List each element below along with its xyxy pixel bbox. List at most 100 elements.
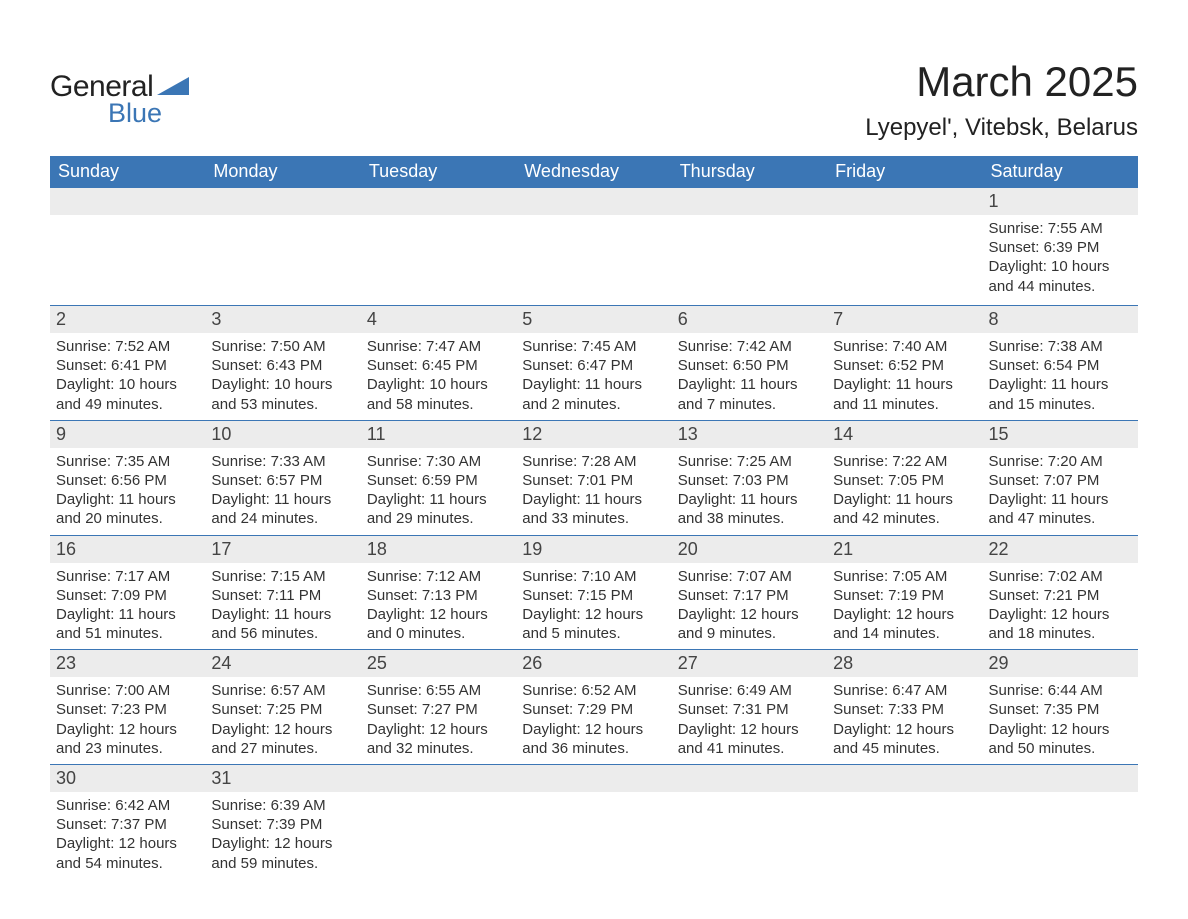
sunrise-text: Sunrise: 7:42 AM [678, 337, 821, 356]
daylight-text-2: and 29 minutes. [367, 509, 510, 528]
sunset-text: Sunset: 7:23 PM [56, 700, 199, 719]
day-number [983, 765, 1138, 792]
day-data: Sunrise: 7:00 AMSunset: 7:23 PMDaylight:… [50, 677, 205, 764]
calendar-day-cell [983, 765, 1138, 879]
calendar-week-row: 9Sunrise: 7:35 AMSunset: 6:56 PMDaylight… [50, 420, 1138, 535]
calendar-day-cell [672, 765, 827, 879]
sunset-text: Sunset: 6:57 PM [211, 471, 354, 490]
calendar-day-cell [50, 188, 205, 306]
calendar-day-cell [361, 188, 516, 306]
sunset-text: Sunset: 6:45 PM [367, 356, 510, 375]
day-data: Sunrise: 7:55 AMSunset: 6:39 PMDaylight:… [983, 215, 1138, 302]
calendar-day-cell: 23Sunrise: 7:00 AMSunset: 7:23 PMDayligh… [50, 650, 205, 765]
calendar-day-cell: 20Sunrise: 7:07 AMSunset: 7:17 PMDayligh… [672, 535, 827, 650]
sunrise-text: Sunrise: 7:20 AM [989, 452, 1132, 471]
sunset-text: Sunset: 7:07 PM [989, 471, 1132, 490]
day-number: 30 [50, 765, 205, 792]
calendar-day-cell: 5Sunrise: 7:45 AMSunset: 6:47 PMDaylight… [516, 306, 671, 421]
daylight-text-2: and 50 minutes. [989, 739, 1132, 758]
daylight-text-2: and 36 minutes. [522, 739, 665, 758]
daylight-text-1: Daylight: 12 hours [678, 605, 821, 624]
day-data [516, 215, 671, 305]
daylight-text-2: and 32 minutes. [367, 739, 510, 758]
day-number: 22 [983, 536, 1138, 563]
daylight-text-2: and 49 minutes. [56, 395, 199, 414]
sunrise-text: Sunrise: 7:12 AM [367, 567, 510, 586]
sunset-text: Sunset: 6:52 PM [833, 356, 976, 375]
sunrise-text: Sunrise: 7:25 AM [678, 452, 821, 471]
day-data: Sunrise: 6:55 AMSunset: 7:27 PMDaylight:… [361, 677, 516, 764]
daylight-text-2: and 33 minutes. [522, 509, 665, 528]
day-data: Sunrise: 7:22 AMSunset: 7:05 PMDaylight:… [827, 448, 982, 535]
location-subtitle: Lyepyel', Vitebsk, Belarus [865, 114, 1138, 142]
daylight-text-1: Daylight: 12 hours [522, 605, 665, 624]
day-number [516, 188, 671, 215]
day-number: 1 [983, 188, 1138, 215]
daylight-text-1: Daylight: 12 hours [833, 720, 976, 739]
day-data: Sunrise: 6:57 AMSunset: 7:25 PMDaylight:… [205, 677, 360, 764]
sunrise-text: Sunrise: 7:28 AM [522, 452, 665, 471]
day-number: 27 [672, 650, 827, 677]
sunrise-text: Sunrise: 7:10 AM [522, 567, 665, 586]
calendar-day-cell: 21Sunrise: 7:05 AMSunset: 7:19 PMDayligh… [827, 535, 982, 650]
day-header: Monday [205, 156, 360, 188]
daylight-text-1: Daylight: 12 hours [56, 834, 199, 853]
day-data: Sunrise: 7:30 AMSunset: 6:59 PMDaylight:… [361, 448, 516, 535]
sunrise-text: Sunrise: 7:52 AM [56, 337, 199, 356]
calendar-day-cell: 29Sunrise: 6:44 AMSunset: 7:35 PMDayligh… [983, 650, 1138, 765]
daylight-text-1: Daylight: 11 hours [367, 490, 510, 509]
daylight-text-1: Daylight: 11 hours [833, 490, 976, 509]
calendar-day-cell [205, 188, 360, 306]
sunset-text: Sunset: 7:35 PM [989, 700, 1132, 719]
sunset-text: Sunset: 6:50 PM [678, 356, 821, 375]
sunset-text: Sunset: 7:29 PM [522, 700, 665, 719]
daylight-text-1: Daylight: 10 hours [989, 257, 1132, 276]
daylight-text-2: and 0 minutes. [367, 624, 510, 643]
daylight-text-1: Daylight: 11 hours [522, 375, 665, 394]
day-number: 29 [983, 650, 1138, 677]
day-number: 23 [50, 650, 205, 677]
day-data: Sunrise: 6:49 AMSunset: 7:31 PMDaylight:… [672, 677, 827, 764]
day-number: 3 [205, 306, 360, 333]
day-header: Wednesday [516, 156, 671, 188]
day-number: 15 [983, 421, 1138, 448]
calendar-day-cell: 19Sunrise: 7:10 AMSunset: 7:15 PMDayligh… [516, 535, 671, 650]
day-data: Sunrise: 7:42 AMSunset: 6:50 PMDaylight:… [672, 333, 827, 420]
day-data: Sunrise: 7:15 AMSunset: 7:11 PMDaylight:… [205, 563, 360, 650]
daylight-text-2: and 41 minutes. [678, 739, 821, 758]
day-data: Sunrise: 7:40 AMSunset: 6:52 PMDaylight:… [827, 333, 982, 420]
day-number: 20 [672, 536, 827, 563]
day-number: 21 [827, 536, 982, 563]
sunrise-text: Sunrise: 6:44 AM [989, 681, 1132, 700]
daylight-text-2: and 11 minutes. [833, 395, 976, 414]
day-number [827, 765, 982, 792]
day-data: Sunrise: 7:05 AMSunset: 7:19 PMDaylight:… [827, 563, 982, 650]
day-number: 4 [361, 306, 516, 333]
sunrise-text: Sunrise: 6:42 AM [56, 796, 199, 815]
daylight-text-2: and 24 minutes. [211, 509, 354, 528]
calendar-table: SundayMondayTuesdayWednesdayThursdayFrid… [50, 156, 1138, 879]
sunrise-text: Sunrise: 7:45 AM [522, 337, 665, 356]
sunset-text: Sunset: 6:47 PM [522, 356, 665, 375]
calendar-day-cell: 2Sunrise: 7:52 AMSunset: 6:41 PMDaylight… [50, 306, 205, 421]
calendar-day-cell: 25Sunrise: 6:55 AMSunset: 7:27 PMDayligh… [361, 650, 516, 765]
day-data: Sunrise: 7:07 AMSunset: 7:17 PMDaylight:… [672, 563, 827, 650]
day-number [672, 765, 827, 792]
day-data: Sunrise: 6:47 AMSunset: 7:33 PMDaylight:… [827, 677, 982, 764]
daylight-text-1: Daylight: 11 hours [211, 490, 354, 509]
calendar-day-cell: 12Sunrise: 7:28 AMSunset: 7:01 PMDayligh… [516, 420, 671, 535]
daylight-text-1: Daylight: 11 hours [678, 490, 821, 509]
daylight-text-1: Daylight: 11 hours [678, 375, 821, 394]
calendar-day-cell: 26Sunrise: 6:52 AMSunset: 7:29 PMDayligh… [516, 650, 671, 765]
day-data: Sunrise: 7:33 AMSunset: 6:57 PMDaylight:… [205, 448, 360, 535]
calendar-week-row: 1Sunrise: 7:55 AMSunset: 6:39 PMDaylight… [50, 188, 1138, 306]
daylight-text-1: Daylight: 10 hours [56, 375, 199, 394]
sunset-text: Sunset: 6:39 PM [989, 238, 1132, 257]
daylight-text-2: and 51 minutes. [56, 624, 199, 643]
day-data: Sunrise: 7:52 AMSunset: 6:41 PMDaylight:… [50, 333, 205, 420]
day-number [516, 765, 671, 792]
day-number [361, 765, 516, 792]
sunrise-text: Sunrise: 7:15 AM [211, 567, 354, 586]
calendar-day-cell: 4Sunrise: 7:47 AMSunset: 6:45 PMDaylight… [361, 306, 516, 421]
sunrise-text: Sunrise: 7:47 AM [367, 337, 510, 356]
